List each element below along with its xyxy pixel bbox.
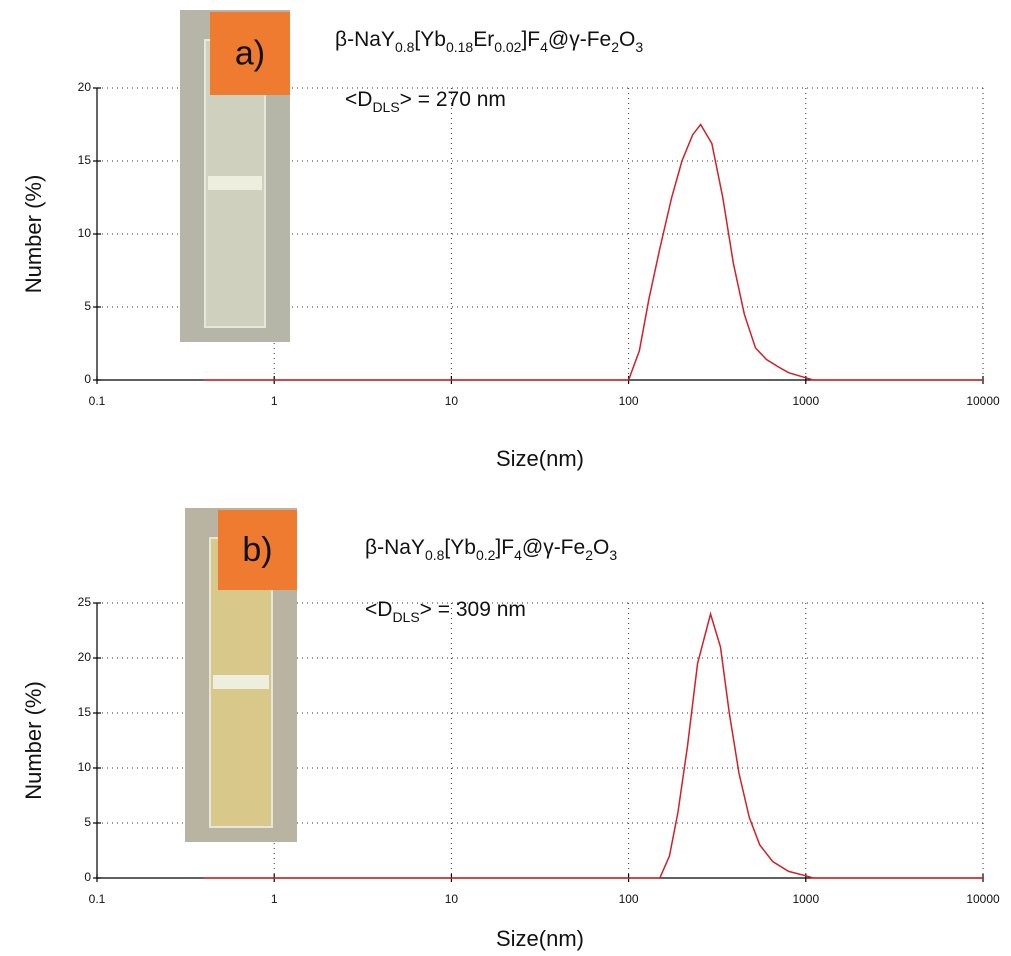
panel-label-box: [218, 510, 297, 590]
chart-title-part: 3: [609, 547, 617, 563]
y-tick-label: 0: [84, 870, 91, 884]
cuvette-band: [208, 176, 262, 190]
x-tick-label: 10: [445, 394, 459, 408]
panel-label-box: [210, 12, 290, 95]
annotation-part: <D: [365, 598, 392, 621]
chart-title-part: O: [619, 28, 635, 51]
y-tick-label: 10: [78, 226, 92, 240]
chart-title-part: [Yb: [414, 28, 446, 51]
chart-title-part: @γ-Fe: [548, 28, 611, 51]
x-tick-label: 10000: [966, 394, 1000, 408]
x-tick-label: 0.1: [89, 892, 106, 906]
y-axis-label: Number (%): [21, 175, 46, 294]
y-tick-label: 10: [78, 760, 92, 774]
x-tick-label: 10: [445, 892, 459, 906]
y-tick-label: 20: [78, 650, 92, 664]
data-line: [203, 611, 983, 879]
x-tick-label: 100: [619, 394, 639, 408]
annotation-part: > = 309 nm: [420, 598, 526, 621]
chart-title-part: β-NaY: [365, 536, 425, 559]
chart-title-part: 0.02: [494, 39, 521, 55]
chart-title-part: 3: [635, 39, 643, 55]
x-axis-label: Size(nm): [496, 926, 584, 951]
y-tick-label: 15: [78, 705, 92, 719]
y-axis-label: Number (%): [21, 681, 46, 800]
chart-title-part: O: [593, 536, 609, 559]
x-tick-label: 1000: [792, 394, 819, 408]
annotation-part: > = 270 nm: [400, 88, 506, 111]
y-tick-label: 0: [84, 372, 91, 386]
x-axis-label: Size(nm): [496, 446, 584, 471]
chart-title-part: Er: [473, 28, 494, 51]
chart-title-part: 4: [514, 547, 522, 563]
chart-title-part: 0.8: [395, 39, 415, 55]
annotation-part: DLS: [392, 609, 419, 625]
chart-title-part: [Yb: [444, 536, 476, 559]
chart-title: β-NaY0.8[Yb0.18Er0.02]F4@γ-Fe2O3: [335, 28, 643, 55]
chart-title-part: 2: [585, 547, 593, 563]
x-tick-label: 10000: [966, 892, 1000, 906]
x-tick-label: 100: [619, 892, 639, 906]
chart-title-part: 4: [540, 39, 548, 55]
data-line: [203, 123, 983, 381]
annotation: <DDLS> = 309 nm: [365, 598, 526, 625]
cuvette-band: [213, 675, 269, 689]
annotation-part: DLS: [372, 99, 399, 115]
panel-label: a): [235, 34, 265, 72]
chart-title-part: @γ-Fe: [522, 536, 585, 559]
annotation-part: <D: [345, 88, 372, 111]
x-tick-label: 0.1: [89, 394, 106, 408]
chart-title-part: 0.2: [476, 547, 496, 563]
y-tick-label: 15: [78, 153, 92, 167]
y-tick-label: 20: [78, 80, 92, 94]
y-tick-label: 5: [84, 815, 91, 829]
x-tick-label: 1: [271, 892, 278, 906]
y-tick-label: 25: [78, 595, 92, 609]
annotation: <DDLS> = 270 nm: [345, 88, 506, 115]
x-tick-label: 1: [271, 394, 278, 408]
chart-title-part: β-NaY: [335, 28, 395, 51]
chart-title-part: 0.8: [425, 547, 445, 563]
x-tick-label: 1000: [792, 892, 819, 906]
chart-title-part: ]F: [495, 536, 514, 559]
panel-label: b): [242, 531, 272, 569]
chart-title-part: ]F: [521, 28, 540, 51]
chart-title-part: 2: [611, 39, 619, 55]
chart-title: β-NaY0.8[Yb0.2]F4@γ-Fe2O3: [365, 536, 617, 563]
chart-title-part: 0.18: [446, 39, 473, 55]
y-tick-label: 5: [84, 299, 91, 313]
